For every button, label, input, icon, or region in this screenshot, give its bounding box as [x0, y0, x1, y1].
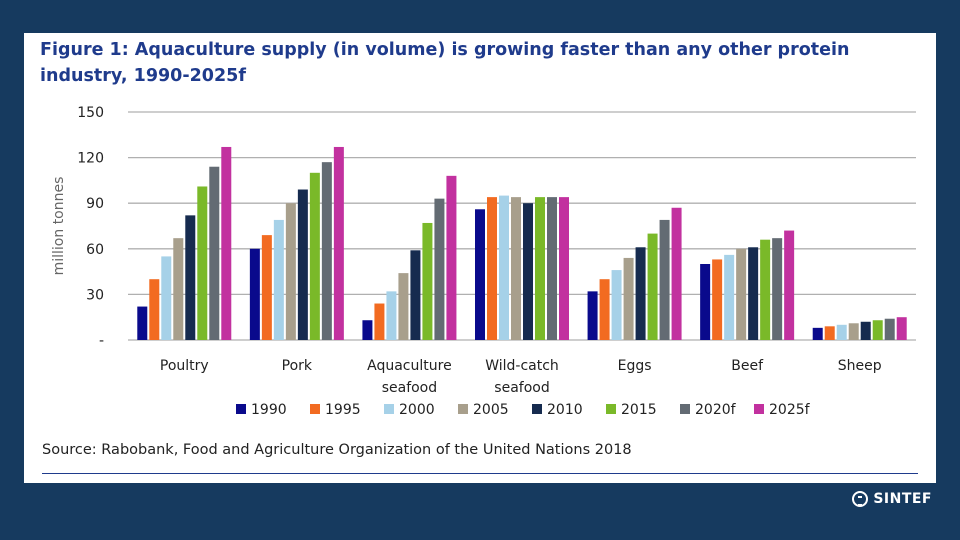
legend-label: 2015	[621, 402, 657, 418]
bar	[748, 247, 759, 340]
bar	[712, 259, 723, 340]
bar	[671, 207, 682, 340]
bar	[185, 215, 196, 340]
bar	[446, 175, 457, 340]
y-tick-label: -	[99, 333, 104, 349]
bar	[285, 203, 296, 340]
bar	[812, 327, 823, 340]
bar	[321, 162, 332, 340]
bar	[860, 321, 871, 340]
bar	[896, 317, 907, 340]
bar	[623, 257, 634, 340]
bar	[422, 222, 433, 340]
x-tick-label: Eggs	[618, 358, 652, 374]
bar	[611, 270, 622, 340]
y-tick-label: 90	[86, 196, 104, 212]
bar	[635, 247, 646, 340]
figure-title: Figure 1: Aquaculture supply (in volume)…	[40, 40, 850, 86]
bar	[261, 235, 272, 340]
bar	[475, 209, 485, 340]
y-tick-label: 120	[77, 151, 104, 167]
bar-chart: - 30 60 90 120 150 million tonnes Poultry Pork Aq…	[51, 105, 916, 418]
bar	[297, 189, 308, 340]
bar	[386, 291, 397, 340]
bar	[499, 195, 509, 340]
bar	[559, 197, 569, 340]
x-tick-label: Sheep	[838, 358, 882, 374]
bar	[523, 203, 533, 340]
bar	[374, 303, 385, 340]
y-tick-label: 30	[86, 287, 104, 303]
bar	[309, 172, 320, 340]
bar	[700, 264, 711, 340]
x-tick-label: Wild-catch seafood	[485, 358, 559, 396]
bar	[410, 250, 421, 340]
bar	[362, 320, 373, 340]
legend-swatch	[532, 404, 542, 414]
legend-label: 2000	[399, 402, 435, 418]
brand-name: SINTEF	[873, 491, 932, 507]
bar	[434, 198, 445, 340]
legend-swatch	[310, 404, 320, 414]
bar	[209, 166, 220, 340]
y-axis-label: million tonnes	[51, 177, 67, 276]
legend-label: 1990	[251, 402, 287, 418]
legend-swatch	[384, 404, 394, 414]
bar	[161, 256, 172, 340]
bar	[173, 238, 184, 340]
bar	[848, 323, 859, 340]
bar	[137, 306, 148, 340]
bar	[221, 146, 232, 340]
bar	[884, 318, 895, 340]
bar	[511, 197, 521, 340]
figure-panel: Figure 1: Aquaculture supply (in volume)…	[24, 33, 936, 483]
y-tick-label: 60	[86, 242, 104, 258]
legend-swatch	[680, 404, 690, 414]
bar	[197, 186, 208, 340]
source-note: Source: Rabobank, Food and Agriculture O…	[42, 442, 632, 458]
bar	[535, 197, 545, 340]
bar	[398, 273, 409, 340]
bar	[784, 230, 795, 340]
x-tick-label: Pork	[282, 358, 313, 374]
bar	[249, 248, 260, 340]
bar	[547, 197, 557, 340]
bar	[824, 326, 835, 340]
x-tick-label: Aquaculture seafood	[367, 358, 452, 396]
legend-swatch	[236, 404, 246, 414]
bar	[872, 320, 883, 340]
legend-label: 1995	[325, 402, 361, 418]
bar	[273, 219, 284, 340]
legend-label: 2020f	[695, 402, 737, 418]
legend-label: 2005	[473, 402, 509, 418]
legend-swatch	[606, 404, 616, 414]
y-tick-label: 150	[77, 105, 104, 121]
divider	[42, 473, 918, 474]
bar	[772, 238, 783, 340]
bar	[836, 324, 847, 340]
legend-label: 2025f	[769, 402, 811, 418]
legend-swatch	[458, 404, 468, 414]
x-tick-label: Poultry	[160, 358, 209, 374]
legend-swatch	[754, 404, 764, 414]
bar	[149, 279, 160, 340]
bar	[333, 146, 344, 340]
legend-label: 2010	[547, 402, 583, 418]
bar	[760, 239, 771, 340]
sintef-logo: SINTEF	[852, 491, 932, 507]
bar	[724, 254, 735, 340]
x-tick-label: Beef	[731, 358, 764, 374]
bar	[487, 197, 497, 340]
sintef-logo-icon	[852, 491, 869, 507]
bar	[647, 233, 658, 340]
bar	[659, 219, 670, 340]
bar	[599, 279, 610, 340]
bar	[587, 291, 598, 340]
bar	[736, 248, 747, 340]
